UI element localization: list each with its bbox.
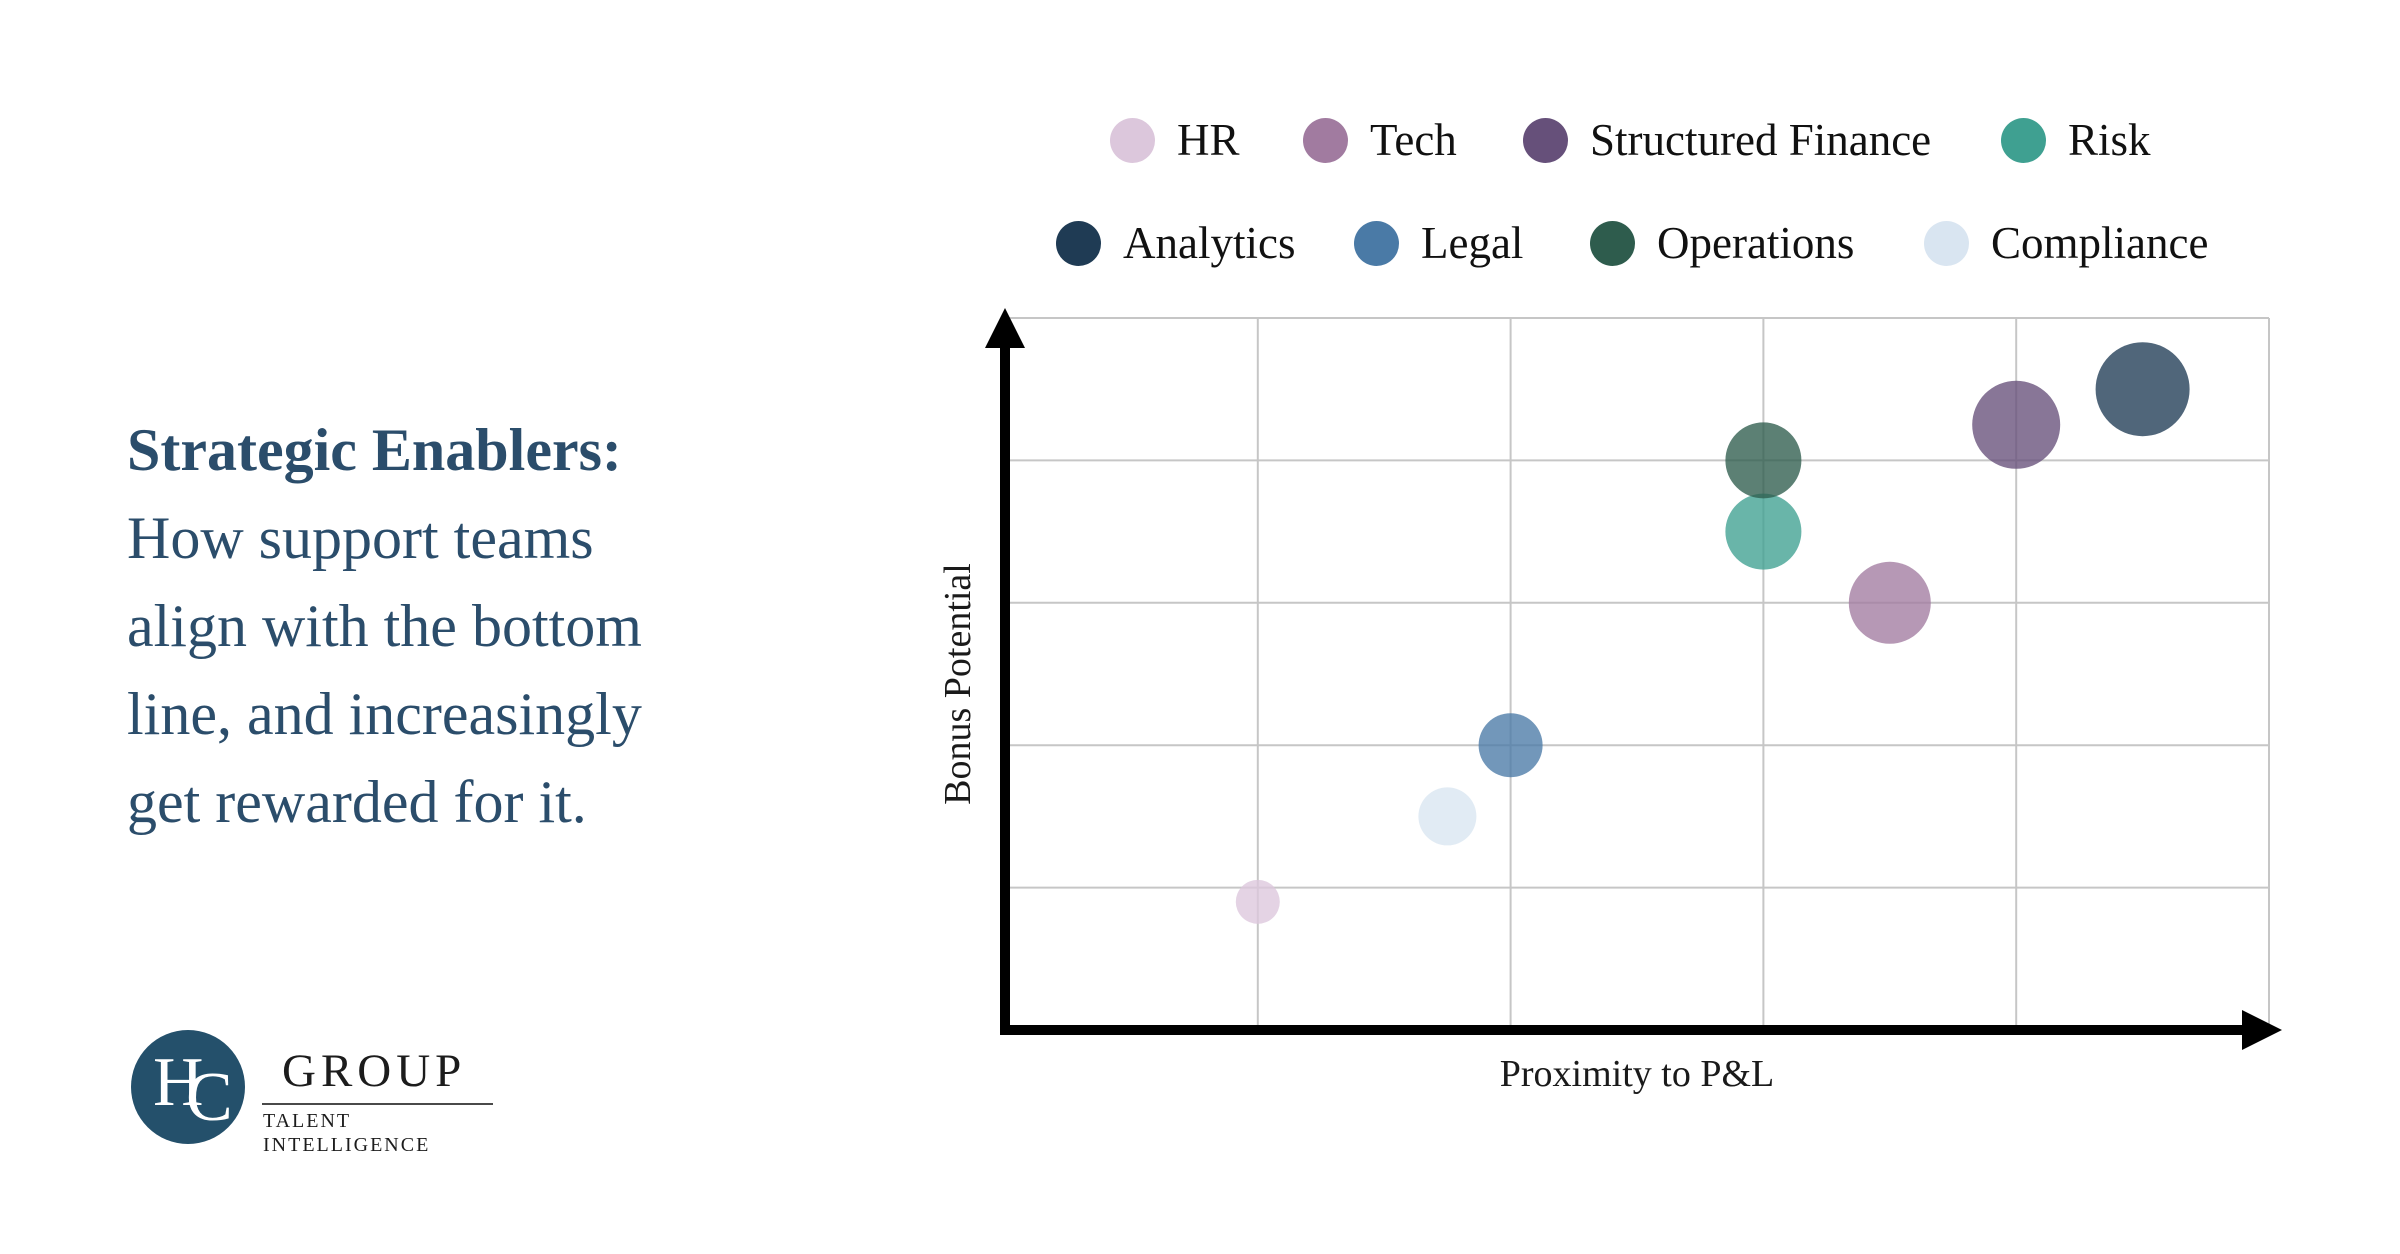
x-axis-label: Proximity to P&L [1499, 1053, 1775, 1095]
logo-divider [262, 1103, 493, 1105]
logo-circle-icon [131, 1030, 245, 1144]
legend-dot-icon [1303, 117, 1348, 163]
logo-monogram-h: H [153, 1044, 204, 1121]
legend-item-operations: Operations [1590, 217, 1854, 269]
y-axis-label: Bonus Potential [937, 563, 979, 805]
x-axis-arrowhead-icon [2242, 1010, 2282, 1050]
bubble-tech [1848, 561, 1931, 644]
legend-label: Tech [1370, 115, 1457, 165]
legend-item-risk: Risk [2001, 114, 2151, 166]
bubble-operations [1725, 422, 1802, 499]
legend-label: Compliance [1991, 218, 2209, 268]
legend-dot-icon [1354, 220, 1399, 266]
legend-item-analytics: Analytics [1056, 217, 1295, 269]
logo-tagline: TALENT INTELLIGENCE [263, 1110, 431, 1156]
legend-dot-icon [1056, 220, 1101, 266]
logo-monogram-c: C [186, 1059, 233, 1136]
bubble-structured-finance [1972, 380, 2061, 469]
legend-label: Legal [1421, 218, 1524, 268]
y-axis-arrowhead-icon [985, 308, 1025, 348]
legend-label: HR [1177, 115, 1240, 165]
legend-label: Structured Finance [1590, 115, 1932, 165]
legend-label: Operations [1657, 218, 1855, 268]
bubble-compliance [1418, 787, 1477, 846]
legend-item-structured-finance: Structured Finance [1523, 114, 1931, 166]
bubble-hr [1235, 879, 1280, 924]
legend-dot-icon [1523, 117, 1568, 163]
legend-label: Risk [2068, 115, 2151, 165]
headline-bold-line: Strategic Enablers: [127, 406, 787, 494]
headline-bold-text: Strategic Enablers: [127, 417, 622, 483]
bubble-legal [1478, 713, 1543, 778]
bubble-risk [1725, 493, 1802, 570]
legend-dot-icon [1110, 117, 1155, 163]
legend-dot-icon [2001, 117, 2046, 163]
logo-company-name: GROUP [282, 1045, 467, 1097]
legend-item-compliance: Compliance [1924, 217, 2208, 269]
legend-item-tech: Tech [1303, 114, 1457, 166]
headline: Strategic Enablers: How support teams ali… [127, 406, 787, 846]
headline-line: line, and increasingly [127, 681, 642, 747]
headline-body-lines: How support teams align with the bottom li… [127, 494, 787, 846]
headline-line: get rewarded for it. [127, 769, 587, 835]
legend-dot-icon [1590, 220, 1635, 266]
headline-line: How support teams [127, 505, 594, 571]
bubble-analytics [2095, 342, 2190, 437]
legend-dot-icon [1924, 220, 1969, 266]
headline-line: align with the bottom [127, 593, 642, 659]
legend-label: Analytics [1123, 218, 1296, 268]
legend-item-hr: HR [1110, 114, 1240, 166]
legend-item-legal: Legal [1354, 217, 1523, 269]
